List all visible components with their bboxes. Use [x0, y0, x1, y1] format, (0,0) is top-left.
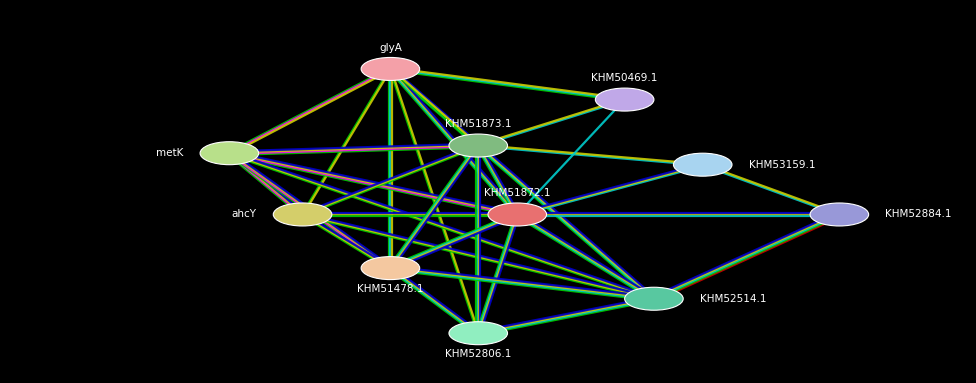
Circle shape — [595, 88, 654, 111]
Circle shape — [200, 142, 259, 165]
Text: glyA: glyA — [379, 43, 402, 53]
Text: KHM52884.1: KHM52884.1 — [885, 210, 952, 219]
Circle shape — [810, 203, 869, 226]
Text: KHM51873.1: KHM51873.1 — [445, 119, 511, 129]
Text: KHM51478.1: KHM51478.1 — [357, 284, 424, 294]
Text: KHM52514.1: KHM52514.1 — [700, 294, 766, 304]
Circle shape — [488, 203, 547, 226]
Text: KHM52806.1: KHM52806.1 — [445, 349, 511, 359]
Circle shape — [273, 203, 332, 226]
Circle shape — [361, 257, 420, 280]
Text: KHM51872.1: KHM51872.1 — [484, 188, 550, 198]
Text: KHM53159.1: KHM53159.1 — [749, 160, 815, 170]
Text: ahcY: ahcY — [231, 210, 257, 219]
Text: metK: metK — [156, 148, 183, 158]
Text: KHM50469.1: KHM50469.1 — [591, 74, 658, 83]
Circle shape — [361, 57, 420, 80]
Circle shape — [625, 287, 683, 310]
Circle shape — [673, 153, 732, 176]
Circle shape — [449, 134, 508, 157]
Circle shape — [449, 322, 508, 345]
